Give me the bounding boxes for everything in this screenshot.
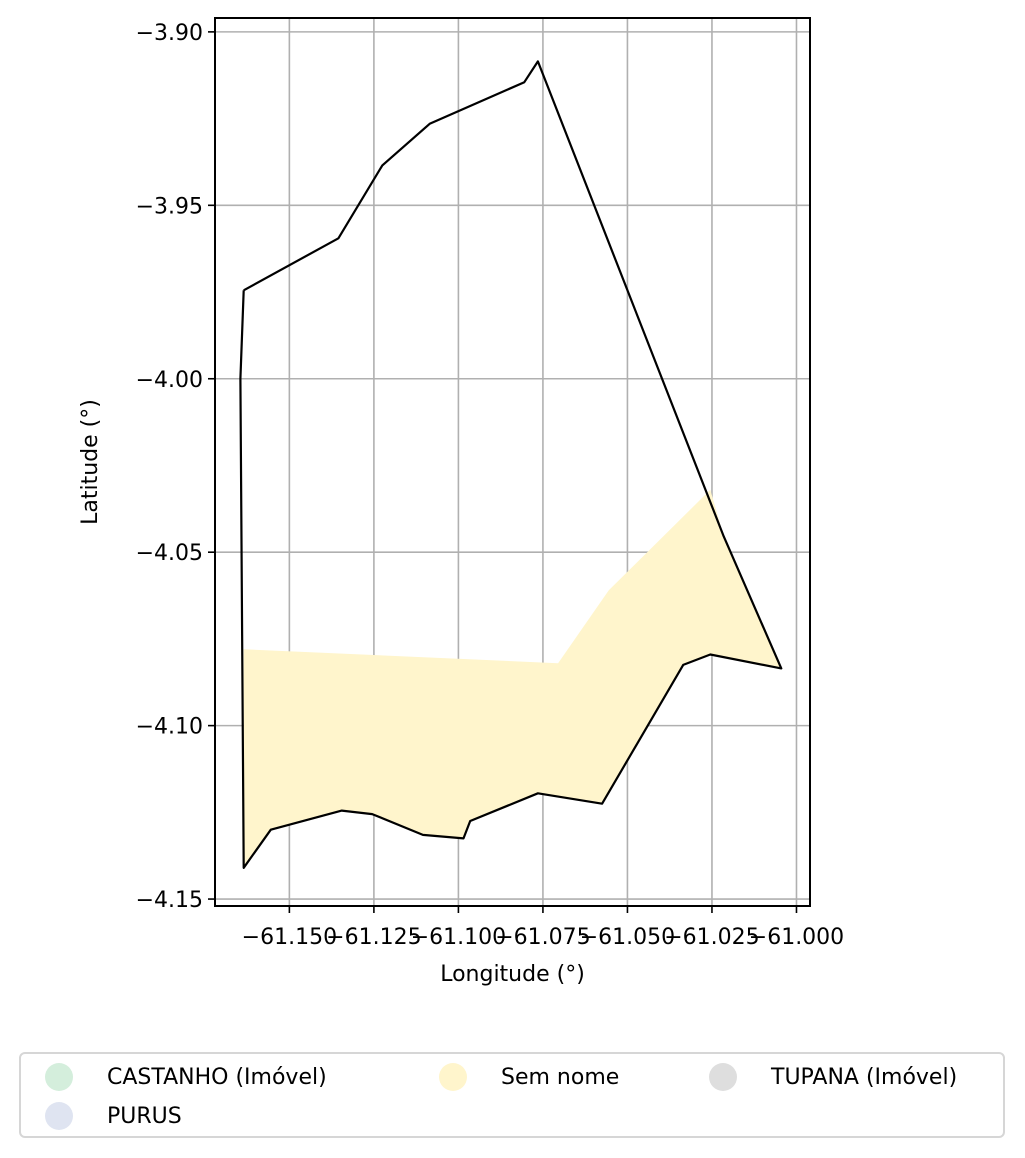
x-tick-label: −61.000 [749, 925, 844, 950]
y-tick-label: −4.15 [136, 888, 203, 913]
x-tick-label: −61.025 [664, 925, 759, 950]
x-tick-label: −61.150 [242, 925, 337, 950]
y-tick-label: −3.95 [136, 194, 203, 219]
legend-marker-tupana [709, 1063, 737, 1091]
y-tick-label: −4.00 [136, 368, 203, 393]
legend: CASTANHO (Imóvel) Sem nome TUPANA (Imóve… [19, 1052, 1005, 1138]
x-tick-label: −61.125 [326, 925, 421, 950]
boundary-outline [239, 60, 783, 869]
y-axis-ticks: −3.90 −3.95 −4.00 −4.05 −4.10 −4.15 [136, 21, 215, 913]
legend-label: CASTANHO (Imóvel) [107, 1064, 327, 1090]
legend-item-purus: PURUS [45, 1101, 182, 1131]
legend-item-castanho: CASTANHO (Imóvel) [45, 1062, 327, 1092]
legend-marker-castanho [45, 1063, 73, 1091]
legend-marker-purus [45, 1102, 73, 1130]
y-tick-label: −3.90 [136, 21, 203, 46]
legend-label: Sem nome [501, 1064, 620, 1090]
map-areas [243, 489, 782, 868]
plot-frame [214, 17, 811, 907]
area-sem-nome [243, 489, 782, 868]
x-tick-label: −61.100 [411, 925, 506, 950]
legend-item-tupana: TUPANA (Imóvel) [709, 1062, 957, 1092]
x-axis-label: Longitude (°) [440, 962, 585, 987]
legend-label: TUPANA (Imóvel) [771, 1064, 958, 1090]
x-axis-ticks: −61.150−61.125−61.100−61.075−61.050−61.0… [242, 906, 844, 950]
legend-label: PURUS [107, 1103, 182, 1129]
x-tick-label: −61.050 [580, 925, 675, 950]
legend-item-sem-nome: Sem nome [439, 1062, 619, 1092]
y-axis-label: Latitude (°) [78, 399, 103, 525]
x-tick-label: −61.075 [495, 925, 590, 950]
y-tick-label: −4.10 [136, 715, 203, 740]
y-tick-label: −4.05 [136, 541, 203, 566]
legend-marker-sem-nome [439, 1063, 467, 1091]
map-plot: −61.150−61.125−61.100−61.075−61.050−61.0… [78, 17, 844, 987]
